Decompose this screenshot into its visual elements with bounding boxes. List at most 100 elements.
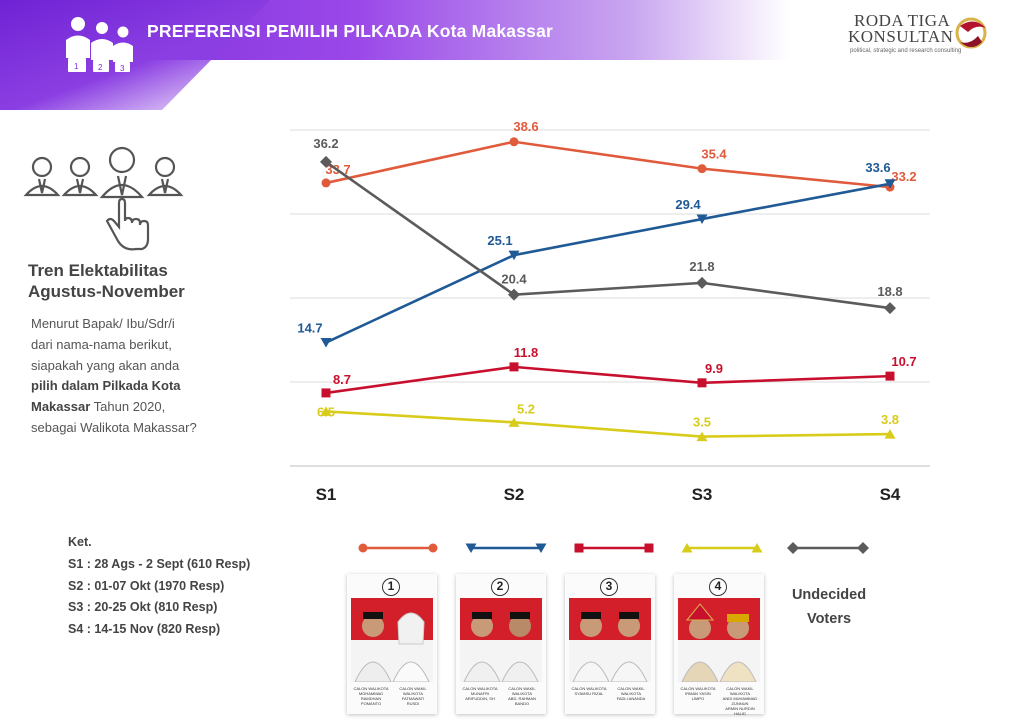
- data-label: 10.7: [891, 354, 916, 369]
- question-text: Tahun 2020,: [90, 399, 166, 415]
- candidate-caption: CALON WAKIL WALIKOTA FATMAWATI RUSDI: [399, 686, 427, 706]
- question-line: Makassar Tahun 2020,: [31, 397, 231, 418]
- data-label: 20.4: [501, 272, 527, 287]
- data-point: [320, 338, 332, 348]
- candidate-number: 4: [709, 578, 727, 596]
- brand-logo-block: RODA TIGA KONSULTAN political, strategic…: [840, 11, 1000, 61]
- candidate-card-1: 1 CALON WALIKOTA MOHAMMAD RAMDHAN POMANT…: [347, 574, 437, 714]
- data-point: [321, 388, 331, 398]
- candidate-number: 2: [491, 578, 509, 596]
- svg-text:2: 2: [98, 63, 103, 72]
- candidate-card-3: 3 CALON WALIKOTA SYAMSU RIZAL CALON WAKI…: [565, 574, 655, 714]
- brand-swirl-icon: [955, 17, 987, 49]
- legend-marker: [751, 543, 763, 553]
- data-label: 6.5: [317, 404, 335, 419]
- ket-item: S4 : 14-15 Nov (820 Resp): [68, 622, 221, 637]
- data-label: 29.4: [675, 197, 701, 212]
- undecided-line2: Voters: [806, 611, 852, 627]
- legend-marker: [535, 543, 547, 553]
- candidate-photo: [678, 598, 760, 682]
- trend-line-chart: S1 S2 S3 S433.738.635.433.214.725.129.433.6…: [290, 119, 930, 504]
- voters-hand-icon: [23, 146, 184, 251]
- data-label: 3.5: [693, 415, 711, 430]
- undecided-line1: Undecided: [791, 587, 867, 603]
- candidate-caption: CALON WALIKOTA IRMAN YASIN LIMPO: [680, 686, 716, 701]
- data-point: [321, 178, 331, 188]
- candidate-photo: [351, 598, 433, 682]
- data-point: [509, 362, 519, 372]
- data-label: 18.8: [877, 284, 902, 299]
- series-line: [325, 182, 891, 344]
- data-point: [320, 155, 332, 168]
- legend-notes: Ket. S1 : 28 Ags - 2 Sept (610 Resp) S2 …: [68, 532, 250, 641]
- question-line: dari nama-nama berikut,: [31, 336, 172, 352]
- ket-title: Ket.: [68, 535, 92, 549]
- legend-marker: [857, 542, 869, 554]
- legend-marker: [465, 543, 477, 553]
- series-line: [325, 140, 891, 189]
- x-tick-label: S1: [316, 485, 337, 504]
- svg-text:1: 1: [74, 62, 79, 71]
- question-line: Menurut Bapak/ Ibu/Sdr/i: [31, 316, 175, 331]
- data-point: [884, 429, 896, 439]
- legend-marker: [358, 543, 368, 553]
- legend-marker: [644, 543, 654, 553]
- trend-title-line1: Tren Elektabilitas: [28, 261, 168, 280]
- brand-name-line1: RODA TIGA: [854, 11, 951, 30]
- question-bold-text: pilih dalam Pilkada Kota: [31, 378, 181, 394]
- series-line: [325, 160, 891, 310]
- x-tick-label: S2: [504, 485, 525, 504]
- ket-item: S3 : 20-25 Okt (810 Resp): [68, 600, 218, 615]
- data-label: 14.7: [297, 321, 322, 336]
- brand-name-line2: KONSULTAN: [848, 27, 954, 46]
- data-point: [508, 250, 520, 261]
- data-point: [320, 406, 332, 416]
- data-label: 9.9: [705, 361, 723, 376]
- x-tick-label: S4: [880, 485, 901, 504]
- series-line: [325, 410, 891, 438]
- candidate-number: 1: [382, 578, 400, 596]
- data-label: 8.7: [333, 372, 351, 387]
- data-label: 21.8: [689, 259, 714, 274]
- legend-marker: [574, 543, 584, 553]
- data-point: [508, 417, 520, 427]
- ket-item: S2 : 01-07 Okt (1970 Resp): [68, 578, 225, 593]
- x-tick-label: S3: [692, 485, 713, 504]
- candidate-caption: CALON WAKIL WALIKOTA ANDI MUHAMMAD ZUNNU…: [722, 686, 758, 716]
- data-point: [885, 371, 895, 381]
- data-point: [884, 302, 896, 315]
- legend-marker: [681, 543, 693, 553]
- data-point: [697, 378, 707, 388]
- trend-title-line2: Agustus-November: [28, 282, 185, 301]
- candidate-card-4: 4 CALON WALIKOTA IRMAN YASIN LIMPO CALON…: [674, 574, 764, 716]
- data-label: 33.2: [891, 169, 916, 184]
- legend-marker: [428, 543, 438, 553]
- brand-tagline: political, strategic and research consul…: [850, 48, 962, 54]
- chart-legend: [358, 542, 869, 554]
- series-line: [325, 365, 891, 395]
- data-point: [508, 288, 520, 301]
- candidate-caption: CALON WAKIL WALIKOTA ABD. RAHMAN BANDO: [508, 686, 536, 706]
- data-point: [696, 276, 708, 289]
- data-point: [884, 179, 896, 189]
- page-title: PREFERENSI PEMILIH PILKADA Kota Makassar: [147, 21, 554, 41]
- candidate-caption: CALON WALIKOTA MOHAMMAD RAMDHAN POMANTO: [353, 686, 389, 706]
- trend-title: Tren Elektabilitas Agustus-November: [28, 260, 228, 302]
- data-point: [696, 431, 708, 442]
- question-line-bold: pilih dalam Pilkada Kota: [31, 376, 231, 397]
- question-line: sebagai Walikota Makassar?: [31, 419, 197, 435]
- data-label: 38.6: [513, 119, 538, 134]
- data-label: 3.8: [881, 412, 899, 427]
- question-bold-text: Makassar: [31, 399, 91, 415]
- data-label: 33.6: [865, 160, 890, 175]
- data-label: 5.2: [517, 401, 535, 416]
- data-label: 35.4: [701, 147, 727, 162]
- people-icon: 1 2 3: [66, 17, 133, 73]
- candidate-number: 3: [600, 578, 618, 596]
- candidate-photo: [460, 598, 542, 682]
- data-label: 36.2: [313, 136, 338, 151]
- data-point: [697, 164, 707, 174]
- candidate-caption: CALON WAKIL WALIKOTA FADLI ANANDA: [616, 686, 646, 701]
- undecided-voters-label: Undecided Voters: [785, 583, 873, 631]
- candidate-caption: CALON WALIKOTA SYAMSU RIZAL: [571, 686, 607, 696]
